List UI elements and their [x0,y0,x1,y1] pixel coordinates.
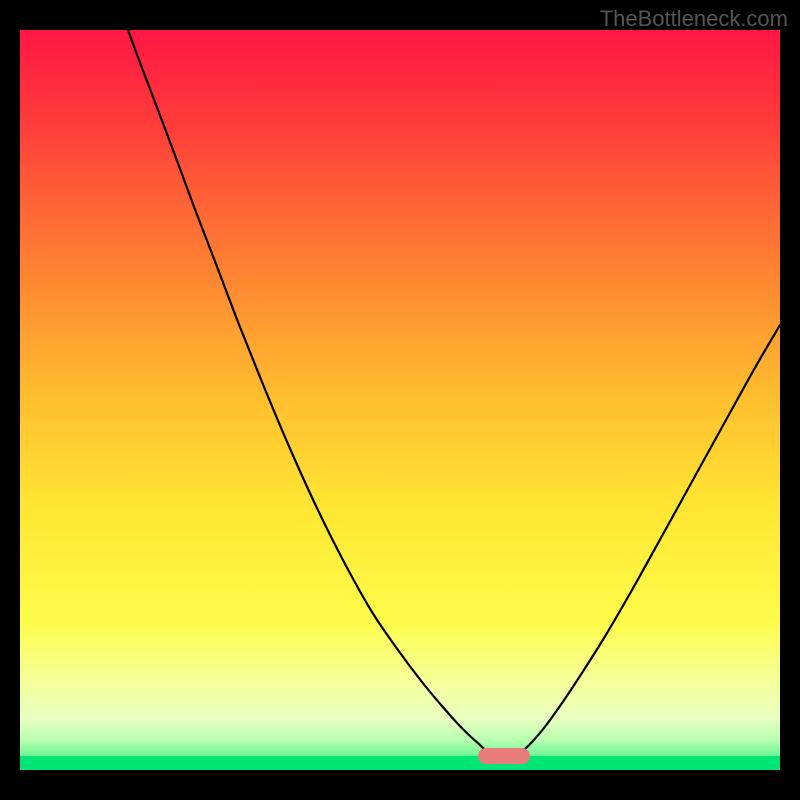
bottom-green-band [20,756,780,770]
chart-container: TheBottleneck.com [0,0,800,800]
plot-background [20,30,780,770]
chart-area [20,30,780,770]
valley-marker [478,748,530,764]
watermark-text: TheBottleneck.com [600,6,788,32]
chart-svg [20,30,780,770]
